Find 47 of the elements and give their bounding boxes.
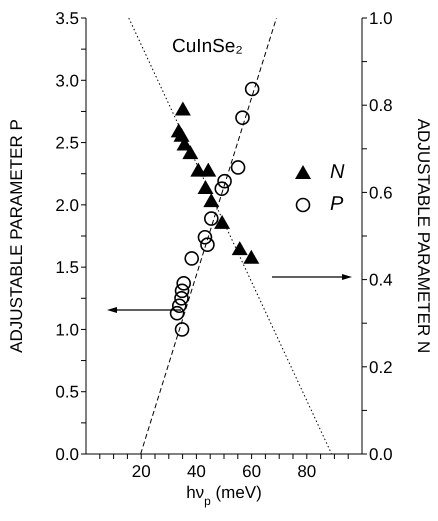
y-axis-title: ADJUSTABLE PARAMETER P [7, 119, 26, 353]
point [200, 237, 215, 252]
point [174, 322, 190, 337]
point [184, 251, 200, 266]
point [243, 250, 260, 264]
point [174, 290, 189, 306]
x-axis-title: hν$_{p}$ (meV) [186, 483, 262, 508]
point [174, 102, 191, 116]
x-tick-label: 60 [242, 462, 262, 482]
point [172, 298, 187, 314]
point [235, 110, 250, 125]
point [170, 306, 184, 321]
y2-tick-label: 0.0 [369, 445, 393, 464]
y-tick-label: 2.5 [55, 134, 79, 153]
point [182, 145, 198, 160]
annotation: CuInSe₂ [172, 36, 243, 58]
point [200, 162, 216, 177]
legend-label: P [330, 192, 344, 216]
x-tick-label: 40 [186, 462, 206, 482]
point [204, 211, 219, 226]
y-tick-label: 1.5 [55, 258, 79, 278]
point [230, 160, 246, 175]
point [232, 241, 248, 256]
y-tick-label: 3.0 [55, 71, 79, 90]
point [198, 180, 214, 194]
x-tick-label: 20 [132, 462, 151, 482]
point [244, 82, 260, 96]
point [214, 181, 230, 196]
point [176, 276, 192, 291]
y2-axis-title: ADJUSTABLE PARAMETER N [414, 118, 433, 354]
y-tick-label: 1.0 [55, 320, 79, 340]
y-tick-label: 3.5 [55, 9, 79, 28]
point [198, 230, 212, 245]
point [217, 174, 232, 188]
y2-tick-label: 0.8 [369, 96, 393, 116]
legend-label: N [330, 160, 344, 184]
x-tick-label: 80 [297, 462, 316, 482]
y-tick-label: 0.0 [55, 445, 79, 464]
y2-tick-label: 0.4 [369, 270, 393, 290]
point [214, 214, 230, 229]
y2-tick-label: 0.6 [369, 183, 393, 202]
y-tick-label: 2.0 [55, 196, 79, 215]
y2-tick-label: 0.2 [369, 358, 393, 377]
y2-tick-label: 1.0 [369, 9, 393, 28]
point [174, 284, 190, 298]
point [203, 193, 220, 208]
y-tick-label: 0.5 [55, 382, 79, 402]
